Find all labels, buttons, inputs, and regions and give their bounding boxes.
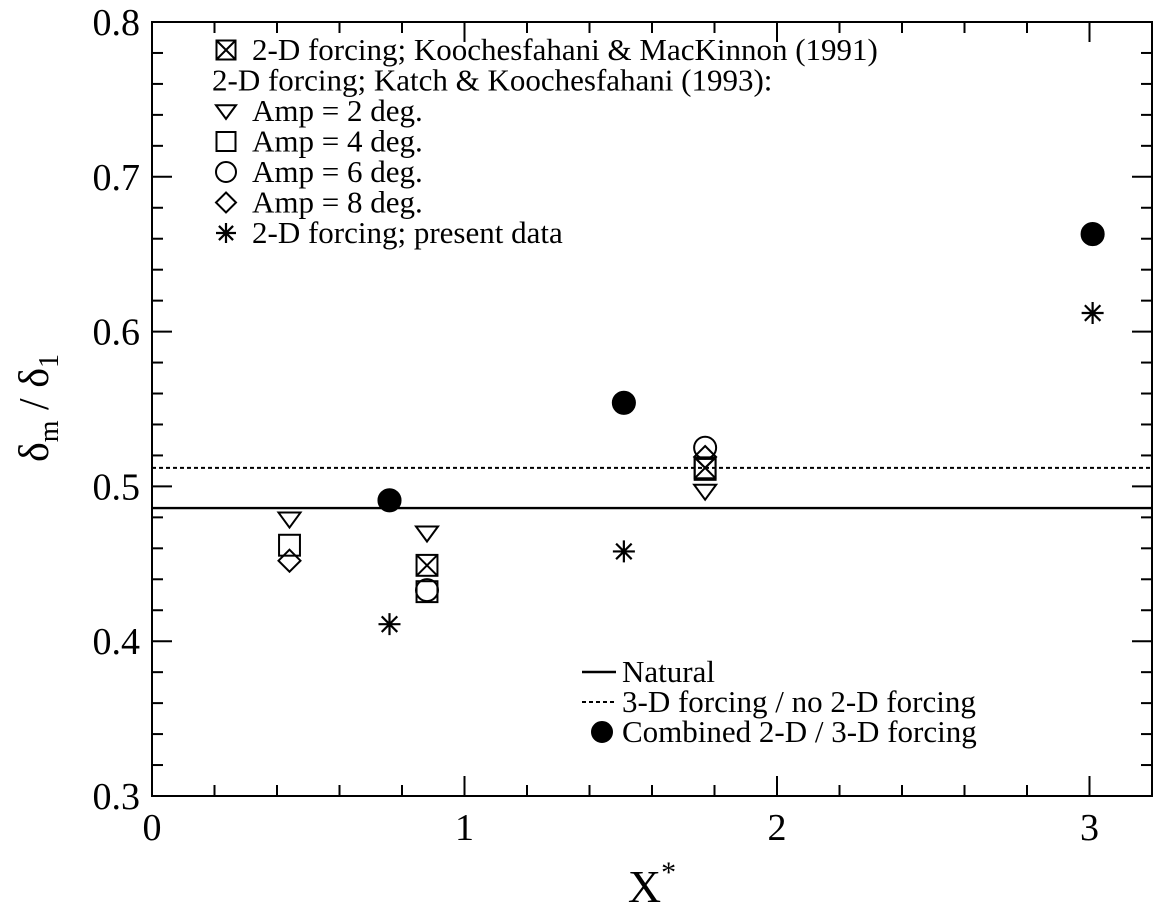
y-axis-title-num-sub: m xyxy=(34,420,65,442)
y-axis-title-den: δ xyxy=(12,368,58,388)
legend-label: 2-D forcing; Katch & Koochesfahani (1993… xyxy=(212,63,772,98)
data-point-diamond xyxy=(692,444,718,470)
legend-label: 3-D forcing / no 2-D forcing xyxy=(622,684,976,719)
legend-marker-circle xyxy=(215,161,237,183)
data-point-tri xyxy=(276,511,303,530)
y-tick-label: 0.7 xyxy=(93,157,141,199)
legend-marker-diamond xyxy=(214,191,238,214)
x-tick-label: 0 xyxy=(143,807,162,849)
legend-label: 2-D forcing; present data xyxy=(252,215,563,250)
y-axis-title: δm / δ1 xyxy=(12,354,65,462)
data-point-boxx xyxy=(415,553,439,577)
x-axis-title-main: X xyxy=(628,861,661,912)
y-tick-label: 0.5 xyxy=(93,466,141,508)
marker-box xyxy=(415,553,439,577)
legend-label: Combined 2-D / 3-D forcing xyxy=(622,714,977,749)
legend-label: Amp = 8 deg. xyxy=(252,185,423,220)
y-axis-title-num: δ xyxy=(12,442,58,462)
y-axis-title-den-sub: 1 xyxy=(34,354,65,368)
legend: 2-D forcing; Koochesfahani & MacKinnon (… xyxy=(212,32,977,749)
data-point-filled-circle xyxy=(611,390,636,415)
legend-label: Amp = 4 deg. xyxy=(252,124,423,159)
data-point-filled-circle xyxy=(377,488,402,513)
data-point-star xyxy=(612,540,635,563)
legend-label: Natural xyxy=(622,654,715,689)
legend-marker-filled-circle xyxy=(591,721,613,743)
legend-label: 2-D forcing; Koochesfahani & MacKinnon (… xyxy=(252,32,878,67)
data-point-diamond xyxy=(277,548,302,574)
data-point-square xyxy=(278,533,301,557)
data-point-circle xyxy=(415,578,439,603)
legend-label: Amp = 6 deg. xyxy=(252,154,423,189)
marker-cross xyxy=(415,554,439,577)
marker-cross xyxy=(215,39,237,61)
marker-box xyxy=(215,39,237,61)
data-point-filled-circle xyxy=(1080,222,1105,247)
x-axis-title: X* xyxy=(628,856,676,912)
data-point-tri xyxy=(692,483,719,502)
y-tick-label: 0.6 xyxy=(93,312,141,354)
data-points xyxy=(276,222,1105,636)
data-point-tri xyxy=(414,525,440,544)
legend-marker-tri xyxy=(214,104,238,121)
legend-marker-boxx xyxy=(215,39,237,61)
legend-marker-square xyxy=(215,131,237,152)
x-tick-label: 1 xyxy=(455,807,474,849)
y-tick-label: 0.4 xyxy=(93,621,141,663)
ticks xyxy=(152,22,1152,796)
reference-lines xyxy=(152,466,1152,510)
axis-titles: X*δm / δ1 xyxy=(12,354,676,912)
x-tick-label: 2 xyxy=(768,807,787,849)
data-point-star xyxy=(1081,302,1104,325)
data-point-circle xyxy=(693,435,718,460)
x-tick-label: 3 xyxy=(1080,807,1099,849)
x-axis-title-sup: * xyxy=(661,856,676,889)
y-axis-title-sep: / xyxy=(12,388,58,421)
tick-labels: 0 1 2 3 0.3 0.4 0.5 0.6 0.7 0.8 xyxy=(93,2,1100,849)
data-point-star xyxy=(378,613,401,636)
y-tick-label: 0.3 xyxy=(93,776,141,818)
legend-marker-star xyxy=(216,223,236,243)
y-tick-label: 0.8 xyxy=(93,2,141,44)
legend-label: Amp = 2 deg. xyxy=(252,93,423,128)
